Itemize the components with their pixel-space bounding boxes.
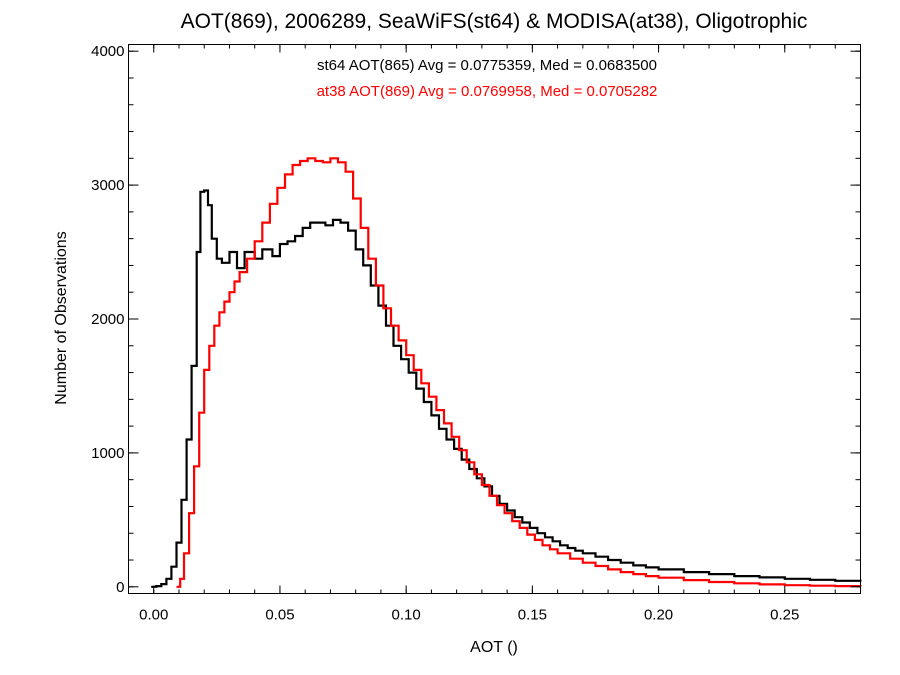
y-tick-label: 0 (116, 579, 124, 596)
y-tick-label: 2000 (91, 311, 124, 328)
x-tick-label: 0.10 (392, 607, 421, 624)
x-tick-label: 0.05 (265, 607, 294, 624)
y-tick-label: 1000 (91, 445, 124, 462)
x-tick-label: 0.20 (644, 607, 673, 624)
plot-frame (128, 44, 861, 594)
ticks-layer: 0.00 0.05 0.10 0.15 0.20 0.25 0 1000 2000 3000 400… (91, 43, 861, 624)
y-axis-label: Number of Observations (53, 231, 70, 404)
x-tick-label: 0.25 (770, 607, 799, 624)
series-st64-line (151, 189, 862, 588)
chart-title: AOT(869), 2006289, SeaWiFS(st64) & MODIS… (181, 10, 808, 33)
x-axis-label: AOT () (470, 639, 518, 656)
y-tick-label: 4000 (91, 43, 124, 60)
legend: st64 AOT(865) Avg = 0.0775359, Med = 0.0… (317, 57, 658, 100)
x-tick-label: 0.00 (139, 607, 168, 624)
x-tick-label: 0.15 (518, 607, 547, 624)
legend-entry-at38: at38 AOT(869) Avg = 0.0769958, Med = 0.0… (317, 83, 658, 100)
legend-entry-st64: st64 AOT(865) Avg = 0.0775359, Med = 0.0… (317, 57, 657, 74)
y-tick-label: 3000 (91, 177, 124, 194)
series-at38-line (176, 157, 862, 588)
series-layer (151, 157, 862, 588)
